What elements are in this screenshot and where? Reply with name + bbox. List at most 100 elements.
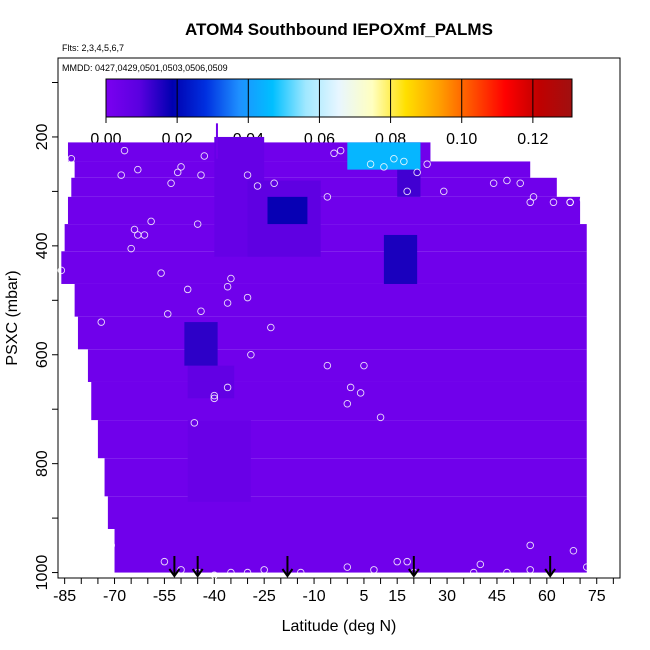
observation-point — [253, 182, 262, 190]
observation-point — [549, 198, 558, 207]
coverage-cell — [74, 161, 531, 178]
observation-point — [97, 318, 105, 326]
heatmap-cell — [184, 322, 218, 366]
observation-point — [227, 568, 235, 577]
heatmap-cell — [397, 166, 421, 197]
observation-point — [117, 171, 125, 179]
observation-point — [243, 293, 252, 302]
observation-point — [360, 361, 368, 370]
heatmap-field — [61, 123, 587, 573]
observation-point — [297, 568, 305, 577]
observation-point — [376, 413, 385, 422]
coverage-cell — [91, 381, 587, 421]
observation-point — [210, 391, 219, 400]
colorbar-tick-label: 0.10 — [446, 131, 477, 148]
x-tick-label: 30 — [438, 588, 456, 605]
observation-point — [440, 187, 448, 196]
observation-point — [400, 157, 408, 166]
x-tick-label: -70 — [103, 588, 126, 605]
colorbar-tick-label: 0.12 — [517, 131, 548, 148]
heatmap-cell — [187, 365, 235, 399]
y-axis-label: PSXC (mbar) — [4, 270, 21, 365]
coverage-cell — [74, 283, 587, 317]
x-tick-label: 60 — [538, 588, 556, 605]
heatmap-cell — [187, 420, 251, 502]
observation-point — [160, 557, 169, 566]
observation-point — [529, 193, 538, 201]
dates-label: MMDD: 0427,0429,0501,0503,0506,0509 — [62, 63, 228, 73]
x-tick-label: -10 — [302, 588, 325, 605]
coverage-cell — [215, 123, 218, 159]
x-tick-label: -85 — [53, 588, 76, 605]
observation-point — [107, 541, 115, 550]
coverage-cell — [114, 528, 587, 573]
observation-point — [489, 179, 498, 187]
observation-point — [526, 541, 534, 550]
observation-point — [190, 419, 199, 427]
x-tick-label: 15 — [388, 588, 406, 605]
flights-label: Flts: 2,3,4,5,6,7 — [62, 43, 124, 53]
observation-point — [393, 557, 401, 566]
observation-point — [566, 198, 574, 207]
observation-point — [193, 220, 202, 228]
heatmap-cell — [383, 234, 418, 284]
y-tick-label: 400 — [34, 232, 51, 259]
x-tick-label: 45 — [488, 588, 506, 605]
coverage-cell — [104, 458, 587, 497]
observation-point — [223, 383, 232, 392]
x-axis: -85 -70 -55 -40 -25 -10 5 15 30 45 60 75 — [53, 578, 614, 605]
observation-point — [582, 195, 591, 204]
colorbar: 0.000.020.040.060.080.100.12 — [90, 78, 573, 148]
x-axis-label: Latitude (deg N) — [282, 618, 397, 635]
flight-arrow-head — [408, 568, 420, 578]
observation-point — [330, 149, 338, 158]
flight-arrow-head — [544, 568, 556, 578]
observation-point — [177, 163, 185, 171]
observation-point — [323, 361, 332, 370]
observation-point — [503, 568, 511, 577]
observation-point — [183, 285, 192, 294]
observation-point — [57, 266, 66, 275]
observation-point — [370, 566, 378, 574]
x-tick-label: 5 — [359, 588, 368, 605]
observation-point — [134, 231, 142, 239]
observation-point — [469, 568, 478, 577]
observation-point — [380, 163, 388, 171]
observation-point — [579, 195, 588, 204]
coverage-cell — [61, 251, 587, 284]
observation-point — [223, 282, 232, 291]
observation-point — [413, 168, 421, 177]
coverage-cell — [67, 196, 581, 225]
observation-point — [223, 299, 232, 307]
observation-point — [127, 244, 135, 253]
observation-point — [163, 310, 172, 318]
observation-point — [390, 154, 398, 163]
observation-point — [366, 160, 375, 168]
observation-point — [343, 563, 352, 571]
plot-frame — [57, 57, 621, 579]
y-tick-label: 800 — [34, 450, 51, 477]
flight-arrow-head — [168, 568, 181, 578]
chart-title: ATOM4 Southbound IEPOXmf_PALMS — [185, 20, 493, 39]
observation-point — [423, 160, 431, 168]
observation-point — [403, 187, 411, 196]
observation-point — [336, 146, 345, 155]
observation-point — [516, 179, 524, 187]
y-tick-label: 1000 — [34, 555, 51, 591]
flight-arrow-head — [191, 568, 204, 578]
observation-point — [200, 152, 209, 160]
observation-point — [147, 217, 155, 226]
x-tick-label: 75 — [588, 588, 606, 605]
observation-point — [476, 560, 485, 569]
observation-point — [197, 307, 205, 315]
observation-point — [157, 269, 165, 277]
observation-point — [134, 165, 142, 174]
observation-point — [346, 383, 355, 392]
observation-point — [526, 198, 534, 207]
heatmap-cell — [347, 142, 421, 170]
flight-arrow-head — [281, 568, 294, 578]
observation-point — [67, 154, 76, 163]
observation-point — [503, 176, 511, 185]
x-tick-label: -40 — [203, 588, 226, 605]
